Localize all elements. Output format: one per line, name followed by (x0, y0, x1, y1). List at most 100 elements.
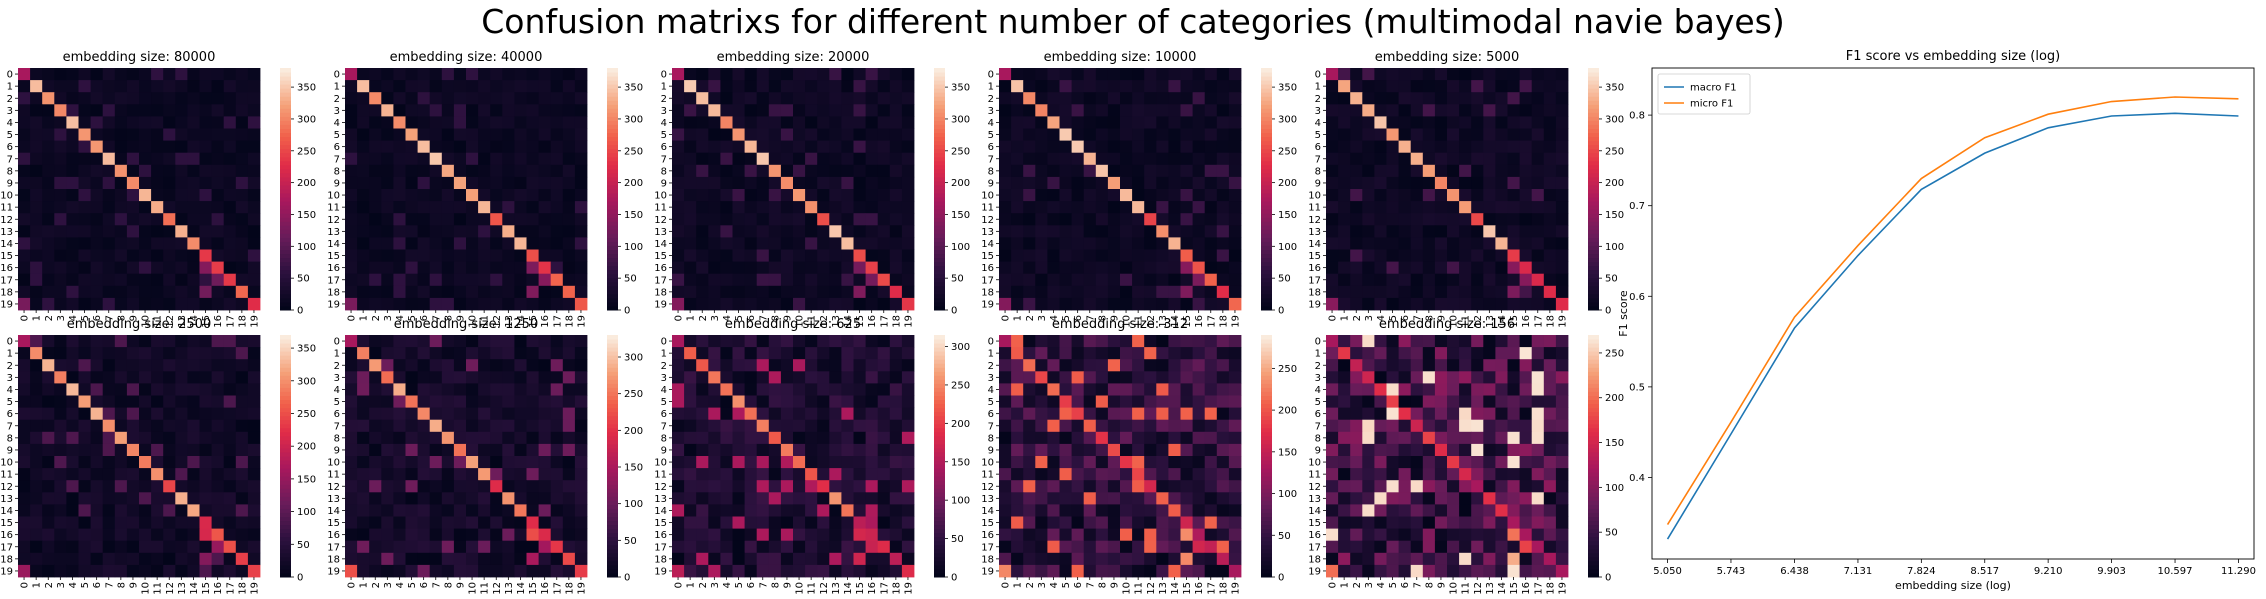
colorbar-segment (607, 456, 618, 461)
heatmap-cell (441, 407, 455, 421)
heatmap-cell (574, 225, 588, 238)
heatmap-cell (732, 164, 745, 178)
colorbar-segment (934, 100, 945, 105)
heatmap-cell (684, 152, 697, 166)
heatmap-cell (357, 419, 370, 433)
heatmap-cell (744, 443, 758, 457)
heatmap-cell (696, 504, 709, 517)
heatmap-cell (768, 261, 782, 275)
colorbar-segment (1261, 435, 1272, 441)
heatmap-cell (901, 407, 915, 421)
heatmap-cell (1422, 297, 1436, 311)
heatmap-cell (684, 297, 697, 311)
heatmap-cell (1047, 80, 1060, 93)
heatmap-cell (780, 237, 794, 250)
heatmap-cell (732, 189, 745, 202)
heatmap-cell (1386, 164, 1399, 178)
heatmap-cell (42, 564, 55, 578)
heatmap-cell (756, 201, 770, 214)
heatmap-cell (550, 492, 564, 505)
colorbar-segment (1261, 520, 1272, 526)
heatmap-cell (1204, 116, 1218, 129)
y-tick-label: 3 (661, 373, 667, 384)
heatmap-cell (877, 128, 891, 141)
heatmap-cell (793, 68, 806, 81)
heatmap-cell (817, 92, 830, 105)
heatmap-cell (490, 504, 503, 517)
heatmap-cell (1144, 68, 1157, 81)
heatmap-cell (345, 468, 358, 481)
x-tick-label: 13 (1158, 315, 1169, 328)
heatmap-cell (381, 68, 394, 81)
heatmap-cell (42, 443, 55, 457)
heatmap-cell (1144, 552, 1157, 566)
heatmap-cell (1326, 92, 1339, 105)
heatmap-cell (805, 431, 818, 445)
heatmap-cell (514, 564, 527, 578)
heatmap-cell (1132, 564, 1145, 578)
heatmap-cell (478, 297, 491, 311)
heatmap-cell (1095, 516, 1109, 529)
heatmap-cell (187, 516, 200, 529)
heatmap-cell (841, 383, 854, 396)
heatmap-cell (490, 273, 503, 287)
heatmap-cell (1047, 201, 1060, 214)
heatmap-cell (1023, 92, 1036, 105)
heatmap-cell (1132, 80, 1145, 93)
heatmap-cell (42, 237, 55, 250)
heatmap-cell (114, 359, 128, 372)
heatmap-cell (1035, 371, 1048, 384)
heatmap-cell (54, 176, 67, 190)
colorbar-segment (1588, 297, 1599, 303)
heatmap-cell (187, 359, 200, 372)
heatmap-cell (793, 516, 806, 529)
heatmap-cell (1434, 140, 1448, 154)
heatmap-cell (1410, 68, 1424, 81)
heatmap-cell (817, 164, 830, 178)
y-tick-label: 6 (1315, 142, 1321, 153)
heatmap-cell (1035, 335, 1048, 348)
heatmap-cell (381, 564, 394, 578)
heatmap-cell (768, 297, 782, 311)
heatmap-cell (187, 419, 200, 433)
heatmap-cell (720, 371, 733, 384)
heatmap-cell (453, 443, 467, 457)
heatmap-cell (1543, 68, 1557, 81)
heatmap-cell (1398, 68, 1412, 81)
heatmap-cell (1192, 249, 1206, 262)
x-tick-label: 10 (795, 582, 806, 595)
heatmap-cell (429, 468, 443, 481)
heatmap-cell (901, 431, 915, 445)
heatmap-cell (478, 104, 491, 117)
colorbar-segment (607, 245, 618, 250)
heatmap-cell (1107, 116, 1121, 129)
colorbar-segment (934, 415, 945, 421)
heatmap-cell (211, 297, 225, 311)
heatmap-cell (1156, 335, 1169, 348)
heatmap-cell (526, 285, 539, 299)
heatmap-cell (865, 383, 879, 396)
heatmap-cell (1059, 395, 1072, 408)
heatmap-cell (429, 68, 443, 81)
heatmap-cell (1180, 335, 1193, 348)
heatmap-cell (756, 273, 770, 287)
heatmap-cell (102, 383, 116, 396)
heatmap-cell (429, 261, 443, 275)
x-tick-label: 5 (1388, 315, 1399, 321)
heatmap-cell (1083, 359, 1097, 372)
heatmap-cell (1083, 201, 1097, 214)
heatmap-cell (1350, 213, 1363, 226)
x-tick-label: 19 (1230, 315, 1241, 328)
heatmap-cell (1132, 419, 1145, 433)
colorbar-segment (607, 297, 618, 303)
heatmap-cell (1047, 564, 1060, 578)
heatmap-cell (175, 104, 188, 117)
heatmap-cell (877, 189, 891, 202)
heatmap-cell (720, 492, 733, 505)
heatmap-cell (417, 456, 431, 469)
heatmap-cell (817, 419, 830, 433)
heatmap-cell (1374, 92, 1387, 105)
heatmap-cell (756, 80, 770, 93)
heatmap-cell (672, 80, 685, 93)
heatmap-cell (478, 225, 491, 238)
